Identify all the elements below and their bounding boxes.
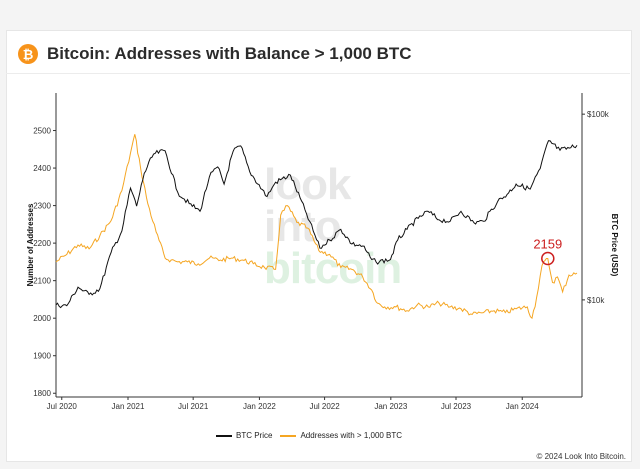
y-tick-label: 2100 bbox=[33, 277, 51, 286]
x-tick-label: Jan 2024 bbox=[506, 402, 539, 411]
watermark-line3: bitcoin bbox=[264, 244, 402, 293]
series-line-price bbox=[55, 140, 578, 309]
y-tick-label: 2500 bbox=[33, 127, 51, 136]
watermark-line2: into bbox=[264, 202, 342, 251]
copyright-text: © 2024 Look Into Bitcoin. bbox=[536, 452, 626, 461]
chart-lines bbox=[55, 134, 578, 320]
legend-label-addresses: Addresses with > 1,000 BTC bbox=[300, 431, 403, 440]
legend-label-price: BTC Price bbox=[236, 431, 273, 440]
y2-tick-label: $10k bbox=[587, 296, 605, 305]
chart-header: ₿ Bitcoin: Addresses with Balance > 1,00… bbox=[18, 40, 412, 68]
legend-swatch-price bbox=[216, 434, 232, 437]
chart-axes: 1800 1900 2000 2100 2200 2300 2400 2500 $10k $100… bbox=[33, 93, 610, 411]
x-tick-label: Jul 2023 bbox=[441, 402, 472, 411]
legend-item-price[interactable]: BTC Price bbox=[216, 431, 272, 440]
x-tick-label: Jan 2022 bbox=[243, 402, 276, 411]
x-tick-label: Jul 2020 bbox=[47, 402, 78, 411]
y-tick-label: 2000 bbox=[33, 314, 51, 323]
y-tick-label: 1900 bbox=[33, 352, 51, 361]
x-tick-label: Jan 2023 bbox=[374, 402, 407, 411]
y-tick-label: 2300 bbox=[33, 202, 51, 211]
y-tick-label: 2400 bbox=[33, 164, 51, 173]
watermark: look into bitcoin bbox=[264, 160, 402, 293]
legend-swatch-addresses bbox=[280, 434, 297, 437]
y-tick-label: 1800 bbox=[33, 389, 51, 398]
legend-item-addresses[interactable]: Addresses with > 1,000 BTC bbox=[280, 431, 402, 440]
x-tick-label: Jul 2022 bbox=[309, 402, 340, 411]
watermark-line1: look bbox=[264, 160, 351, 209]
chart-labels: Number of Addresses BTC Price (USD) 2159 bbox=[26, 203, 619, 286]
bitcoin-logo-icon: ₿ bbox=[18, 44, 38, 64]
y-axis-title: Number of Addresses bbox=[26, 203, 35, 286]
y2-tick-label: $100k bbox=[587, 110, 610, 119]
x-tick-label: Jul 2021 bbox=[178, 402, 209, 411]
series-line-addresses bbox=[55, 134, 578, 320]
annotation-label: 2159 bbox=[533, 237, 562, 252]
y2-axis-title: BTC Price (USD) bbox=[610, 214, 619, 277]
chart-title: Bitcoin: Addresses with Balance > 1,000 … bbox=[47, 44, 412, 63]
y-tick-label: 2200 bbox=[33, 239, 51, 248]
chart-legend: BTC Price Addresses with > 1,000 BTC bbox=[216, 431, 410, 440]
annotation-marker bbox=[541, 251, 555, 266]
x-tick-label: Jan 2021 bbox=[112, 402, 145, 411]
header-divider bbox=[6, 73, 630, 74]
